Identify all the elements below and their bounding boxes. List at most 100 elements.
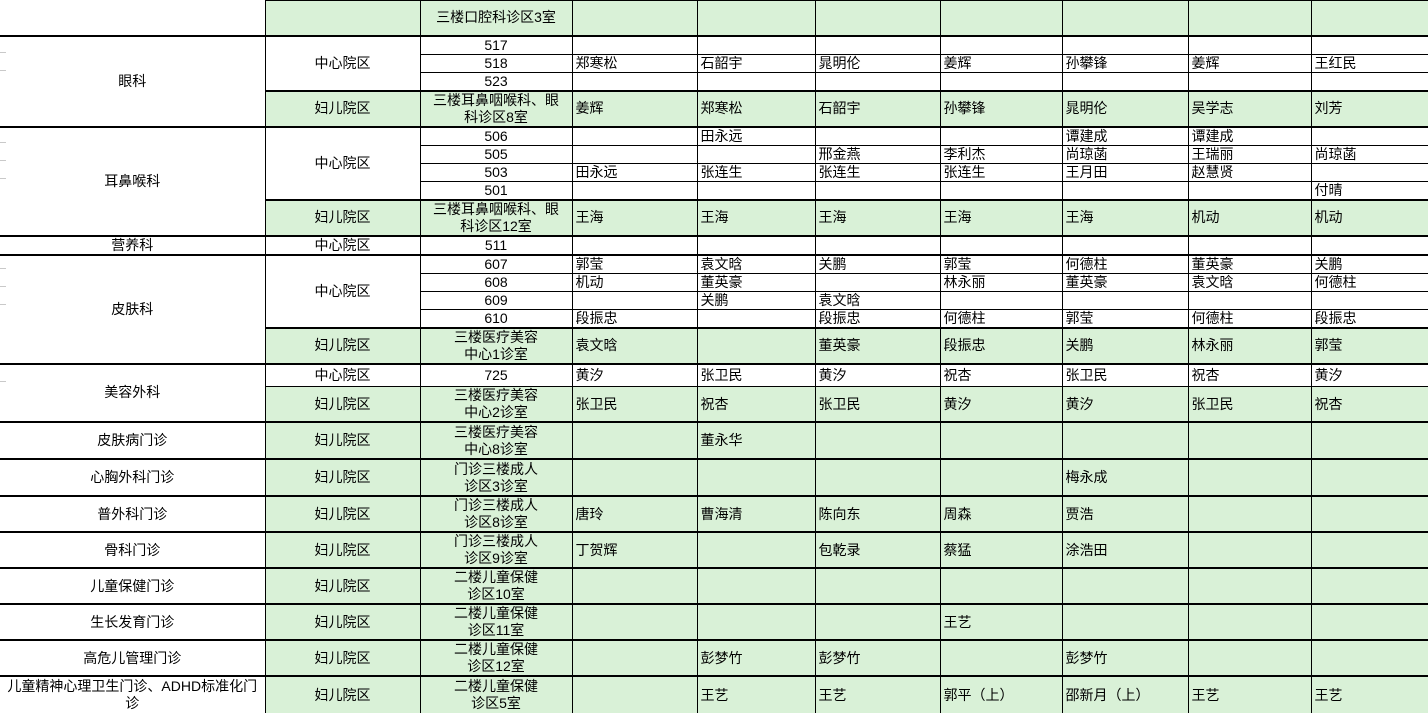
schedule-cell[interactable]: 张卫民 — [696, 362, 816, 387]
department-cell[interactable]: 美容外科 — [0, 362, 266, 423]
schedule-cell[interactable]: 张卫民 — [1061, 362, 1189, 387]
schedule-cell[interactable]: 王艺 — [696, 675, 816, 713]
campus-cell[interactable]: 妇儿院区 — [264, 495, 421, 533]
campus-cell[interactable] — [264, 0, 421, 36]
schedule-cell[interactable] — [939, 71, 1063, 91]
schedule-cell[interactable]: 董英豪 — [1187, 253, 1312, 274]
department-cell[interactable]: 普外科门诊 — [0, 495, 266, 533]
schedule-cell[interactable]: 吴学志 — [1187, 89, 1312, 127]
schedule-cell[interactable] — [1061, 234, 1189, 255]
schedule-cell[interactable] — [571, 0, 698, 36]
schedule-cell[interactable]: 何德柱 — [939, 308, 1063, 328]
schedule-cell[interactable]: 邢金燕 — [814, 144, 941, 164]
department-cell[interactable]: 儿童精神心理卫生门诊、ADHD标准化门 诊 — [0, 675, 266, 713]
schedule-cell[interactable] — [814, 180, 941, 200]
schedule-cell[interactable]: 袁文晗 — [814, 290, 941, 310]
schedule-cell[interactable] — [1310, 495, 1428, 533]
campus-cell[interactable]: 妇儿院区 — [264, 326, 421, 364]
schedule-cell[interactable]: 机动 — [1187, 198, 1312, 236]
schedule-cell[interactable] — [939, 290, 1063, 310]
schedule-cell[interactable]: 何德柱 — [1310, 272, 1428, 292]
schedule-cell[interactable]: 张卫民 — [1187, 386, 1312, 423]
schedule-cell[interactable]: 尚琼菡 — [1061, 144, 1189, 164]
schedule-cell[interactable]: 王艺 — [1187, 675, 1312, 713]
schedule-cell[interactable] — [814, 234, 941, 255]
campus-cell[interactable]: 妇儿院区 — [264, 89, 421, 127]
schedule-cell[interactable]: 王瑞丽 — [1187, 144, 1312, 164]
schedule-cell[interactable]: 王艺 — [939, 603, 1063, 641]
schedule-cell[interactable] — [1187, 639, 1312, 677]
schedule-cell[interactable]: 机动 — [1310, 198, 1428, 236]
schedule-cell[interactable] — [571, 639, 698, 677]
schedule-cell[interactable] — [1187, 0, 1312, 36]
department-cell[interactable]: 营养科 — [0, 234, 266, 255]
schedule-cell[interactable]: 黄汐 — [571, 362, 698, 387]
schedule-cell[interactable]: 邵新月（上） — [1061, 675, 1189, 713]
schedule-cell[interactable] — [571, 675, 698, 713]
schedule-cell[interactable]: 贾浩 — [1061, 495, 1189, 533]
schedule-cell[interactable] — [814, 0, 941, 36]
schedule-cell[interactable]: 郑寒松 — [571, 53, 698, 73]
schedule-cell[interactable] — [1187, 290, 1312, 310]
room-cell[interactable]: 506 — [419, 125, 573, 146]
schedule-cell[interactable] — [814, 421, 941, 460]
schedule-cell[interactable]: 彭梦竹 — [814, 639, 941, 677]
schedule-cell[interactable] — [1187, 495, 1312, 533]
schedule-cell[interactable] — [1061, 290, 1189, 310]
schedule-cell[interactable]: 王海 — [696, 198, 816, 236]
room-cell[interactable]: 725 — [419, 362, 573, 387]
schedule-cell[interactable] — [696, 567, 816, 605]
room-cell[interactable]: 501 — [419, 180, 573, 200]
schedule-cell[interactable]: 林永丽 — [939, 272, 1063, 292]
schedule-cell[interactable]: 谭建成 — [1187, 125, 1312, 146]
schedule-cell[interactable]: 王艺 — [814, 675, 941, 713]
schedule-cell[interactable]: 何德柱 — [1187, 308, 1312, 328]
schedule-cell[interactable]: 包乾录 — [814, 531, 941, 569]
department-cell[interactable]: 皮肤科 — [0, 253, 266, 364]
schedule-cell[interactable] — [1061, 71, 1189, 91]
room-cell[interactable]: 二楼儿童保健 诊区12室 — [419, 639, 573, 677]
schedule-cell[interactable] — [1187, 234, 1312, 255]
schedule-cell[interactable]: 晁明伦 — [1061, 89, 1189, 127]
schedule-cell[interactable]: 关鹏 — [696, 290, 816, 310]
schedule-cell[interactable] — [814, 567, 941, 605]
schedule-cell[interactable] — [696, 308, 816, 328]
room-cell[interactable]: 511 — [419, 234, 573, 255]
schedule-cell[interactable] — [1187, 458, 1312, 497]
campus-cell[interactable]: 妇儿院区 — [264, 567, 421, 605]
schedule-cell[interactable] — [1310, 639, 1428, 677]
schedule-cell[interactable] — [1187, 34, 1312, 55]
schedule-cell[interactable] — [939, 234, 1063, 255]
department-cell[interactable]: 骨科门诊 — [0, 531, 266, 569]
schedule-cell[interactable] — [1310, 125, 1428, 146]
room-cell[interactable]: 517 — [419, 34, 573, 55]
room-cell[interactable]: 607 — [419, 253, 573, 274]
schedule-cell[interactable] — [939, 458, 1063, 497]
room-cell[interactable]: 三楼医疗美容 中心1诊室 — [419, 326, 573, 364]
schedule-cell[interactable] — [814, 272, 941, 292]
schedule-cell[interactable] — [571, 290, 698, 310]
schedule-cell[interactable]: 郭莹 — [571, 253, 698, 274]
schedule-cell[interactable]: 王海 — [571, 198, 698, 236]
schedule-cell[interactable]: 段振忠 — [571, 308, 698, 328]
schedule-cell[interactable] — [571, 71, 698, 91]
schedule-cell[interactable]: 王红民 — [1310, 53, 1428, 73]
schedule-cell[interactable] — [696, 458, 816, 497]
schedule-cell[interactable] — [1310, 71, 1428, 91]
campus-cell[interactable]: 妇儿院区 — [264, 421, 421, 460]
schedule-cell[interactable] — [814, 71, 941, 91]
schedule-cell[interactable] — [696, 144, 816, 164]
schedule-cell[interactable] — [696, 34, 816, 55]
schedule-cell[interactable] — [1187, 71, 1312, 91]
schedule-cell[interactable]: 张连生 — [814, 162, 941, 182]
campus-cell[interactable]: 妇儿院区 — [264, 603, 421, 641]
schedule-cell[interactable]: 石韶宇 — [814, 89, 941, 127]
schedule-cell[interactable]: 蔡猛 — [939, 531, 1063, 569]
campus-cell[interactable]: 中心院区 — [264, 34, 421, 91]
schedule-cell[interactable] — [1310, 458, 1428, 497]
schedule-cell[interactable]: 尚琼菡 — [1310, 144, 1428, 164]
room-cell[interactable]: 三楼耳鼻咽喉科、眼 科诊区12室 — [419, 198, 573, 236]
schedule-cell[interactable] — [1061, 0, 1189, 36]
campus-cell[interactable]: 中心院区 — [264, 253, 421, 328]
schedule-cell[interactable]: 黄汐 — [814, 362, 941, 387]
